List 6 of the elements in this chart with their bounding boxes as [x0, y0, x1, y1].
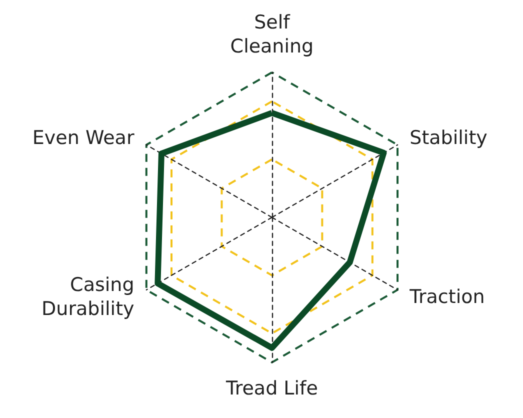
spoke-label: Traction — [408, 286, 485, 308]
spoke-label: Stability — [410, 126, 488, 149]
spoke-label: Casing Durability — [42, 274, 134, 320]
spoke-label: Self Cleaning — [230, 11, 314, 58]
spoke-label: Even Wear — [32, 126, 134, 149]
spoke-label: Tread Life — [225, 377, 318, 400]
